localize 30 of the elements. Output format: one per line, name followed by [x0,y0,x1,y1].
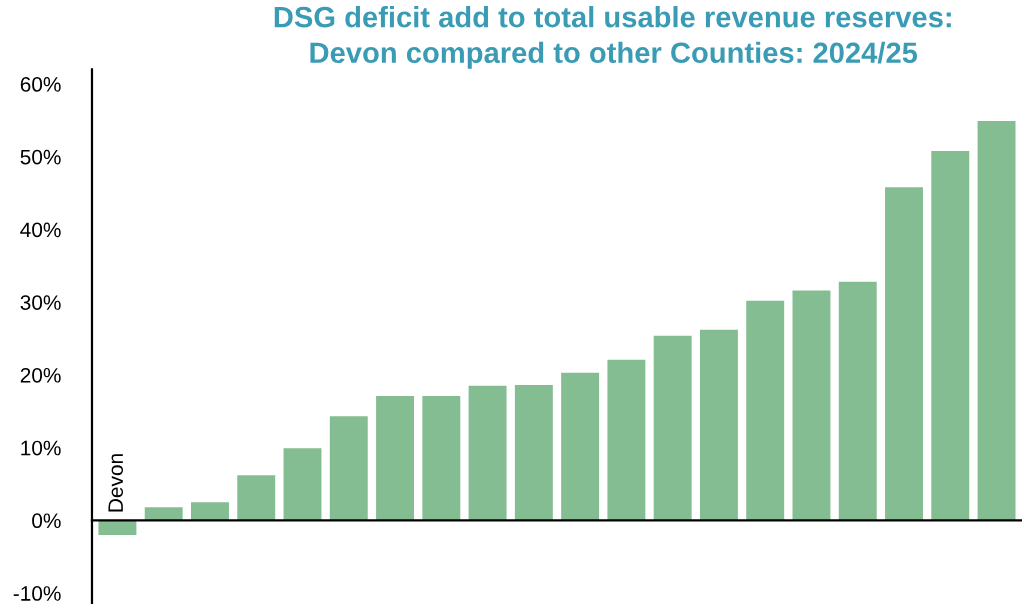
bar [561,372,600,521]
bar [607,359,646,521]
bar [514,385,553,521]
y-tick-label: 20% [20,367,61,383]
y-tick-label: -10% [13,586,61,601]
bar [468,385,507,521]
y-tick-label: 10% [21,440,61,456]
y-tick-label: 0% [32,513,61,529]
bar [885,187,923,521]
x-tick-label: Devon [108,454,124,512]
y-tick-label: 40% [20,222,61,238]
bar [931,150,970,521]
bar [699,329,738,521]
bar [422,396,461,521]
y-tick-label: 50% [20,149,61,165]
chart-title: DSG deficit add to total usable revenue reserves: Devon compared to other Counties: 2024/25 [274,6,951,69]
bar [283,448,322,521]
bar [746,300,785,521]
bar [237,475,276,521]
bar [838,281,877,521]
y-tick-label: 30% [20,295,61,310]
bar [977,121,1016,521]
y-tick-label: 60% [20,77,61,92]
bar [98,520,137,535]
bar [191,502,229,521]
bar [653,335,692,521]
bar [792,290,831,521]
bar [144,507,183,521]
bar [376,396,415,521]
bar [329,416,368,521]
